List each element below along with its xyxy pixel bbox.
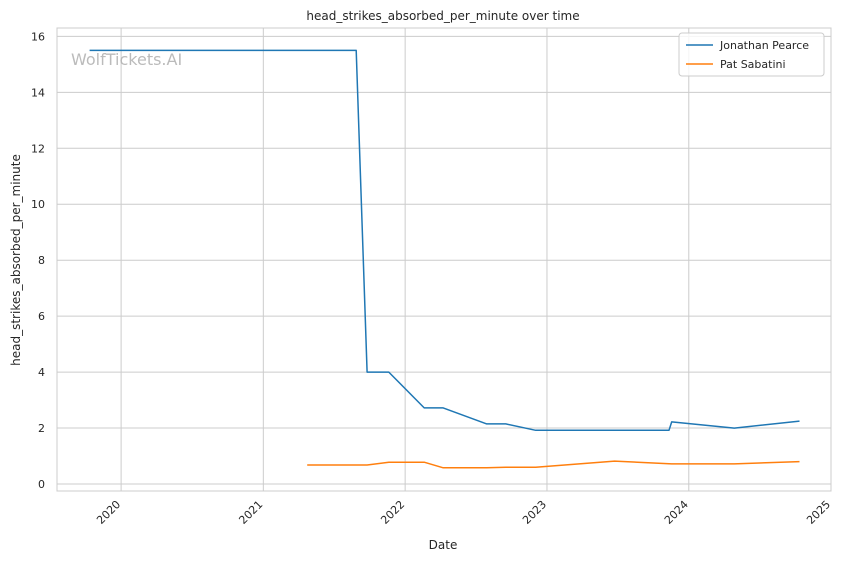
y-tick-label: 12 <box>31 142 45 155</box>
legend-label-jonathan-pearce: Jonathan Pearce <box>719 39 809 52</box>
legend: Jonathan Pearce Pat Sabatini <box>678 32 825 77</box>
y-tick-label: 8 <box>38 254 45 267</box>
chart-title: head_strikes_absorbed_per_minute over ti… <box>306 9 579 23</box>
y-tick-label: 10 <box>31 198 45 211</box>
legend-box <box>678 32 825 77</box>
x-axis-label: Date <box>429 538 458 552</box>
y-tick-label: 4 <box>38 366 45 379</box>
plot-frame <box>56 27 832 492</box>
series-line-jonathan-pearce <box>89 49 800 432</box>
y-tick-label: 14 <box>31 86 45 99</box>
grid-lines <box>57 28 832 491</box>
series-layer <box>89 49 800 469</box>
y-tick-label: 6 <box>38 310 45 323</box>
y-axis-label: head_strikes_absorbed_per_minute <box>9 154 23 366</box>
y-tick-label: 2 <box>38 422 45 435</box>
watermark: WolfTickets.AI <box>71 50 182 69</box>
y-tick-labels: 0 2 4 6 8 10 12 14 16 <box>31 30 45 491</box>
y-tick-label: 16 <box>31 30 45 43</box>
series-line-pat-sabatini <box>307 460 800 469</box>
legend-label-pat-sabatini: Pat Sabatini <box>720 58 786 71</box>
y-tick-label: 0 <box>38 478 45 491</box>
plot-area <box>57 28 831 491</box>
